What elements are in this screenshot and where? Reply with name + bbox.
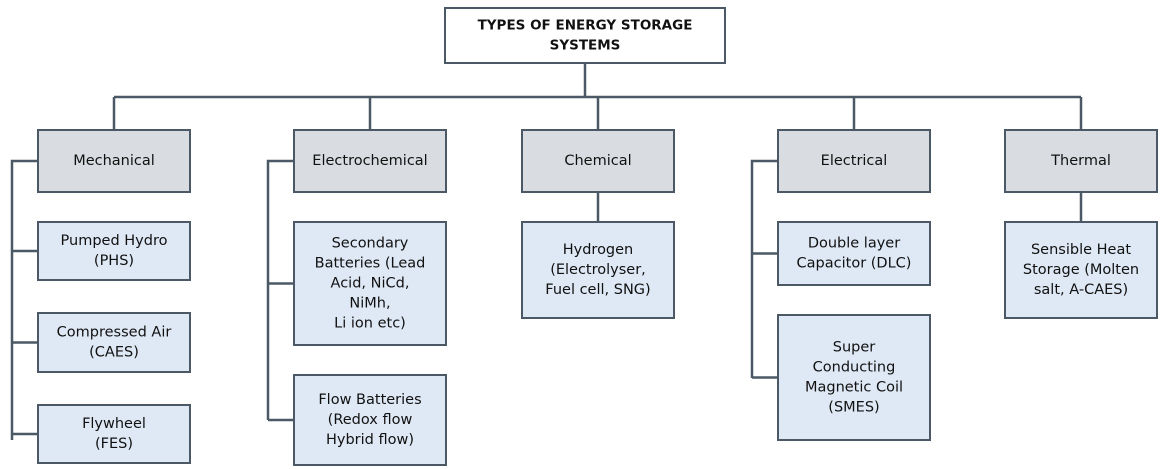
category-box <box>1004 129 1158 193</box>
leaf-box <box>37 221 191 281</box>
leaf-box-text: Batteries (Lead <box>315 256 426 272</box>
root-box <box>444 7 726 64</box>
leaf-box-text: Compressed Air <box>57 325 172 341</box>
category-box <box>293 129 447 193</box>
leaf-box <box>37 312 191 373</box>
category-box <box>37 129 191 193</box>
leaf-box-text: salt, A-CAES) <box>1034 282 1128 298</box>
leaf-box-text: (CAES) <box>89 345 139 361</box>
leaf-box-text: Super <box>833 340 876 356</box>
leaf-box-text: Fuel cell, SNG) <box>545 282 650 298</box>
category-box-text: Mechanical <box>73 153 155 169</box>
leaf-box-text: Capacitor (DLC) <box>797 256 912 272</box>
leaf-box <box>521 221 675 319</box>
connector <box>750 159 778 378</box>
leaf-box <box>37 404 191 464</box>
leaf-box-text: (FES) <box>95 436 133 452</box>
leaf-box <box>777 314 931 441</box>
category-box <box>777 129 931 193</box>
leaf-box <box>777 221 931 286</box>
category-box-text: Chemical <box>564 153 631 169</box>
leaf-box-text: Hydrogen <box>563 242 634 258</box>
leaf-box-text: Storage (Molten <box>1023 262 1139 278</box>
leaf-box-text: Flywheel <box>82 416 146 432</box>
leaf-box-text: Hybrid flow) <box>326 432 414 448</box>
category-box-text: Thermal <box>1050 153 1111 169</box>
category-box-text: Electrochemical <box>312 153 427 169</box>
category-box <box>521 129 675 193</box>
leaf-box-text: Acid, NiCd, <box>331 276 410 292</box>
leaf-box-text: (Electrolyser, <box>550 262 646 278</box>
leaf-box-text: (Redox flow <box>328 412 413 428</box>
leaf-box <box>293 221 447 346</box>
leaf-box <box>1004 221 1158 319</box>
leaf-box-text: Conducting <box>813 360 896 376</box>
leaf-box-text: NiMh, <box>349 296 390 312</box>
leaf-box-text: Flow Batteries <box>318 392 421 408</box>
leaf-box-text: (PHS) <box>94 253 134 269</box>
connector <box>10 159 38 440</box>
leaf-box-text: Secondary <box>332 236 409 252</box>
leaf-box <box>293 374 447 466</box>
leaf-box-text: Pumped Hydro <box>61 233 168 249</box>
leaf-box-text: Sensible Heat <box>1031 242 1131 258</box>
leaf-box-text: Li ion etc) <box>334 316 406 332</box>
leaf-box-text: (SMES) <box>828 400 879 416</box>
category-box-text: Electrical <box>821 153 888 169</box>
root-box-text: SYSTEMS <box>550 38 621 54</box>
leaf-box-text: Double layer <box>808 236 900 252</box>
connector <box>266 159 294 420</box>
root-box-text: TYPES OF ENERGY STORAGE <box>478 18 693 34</box>
leaf-box-text: Magnetic Coil <box>805 380 903 396</box>
